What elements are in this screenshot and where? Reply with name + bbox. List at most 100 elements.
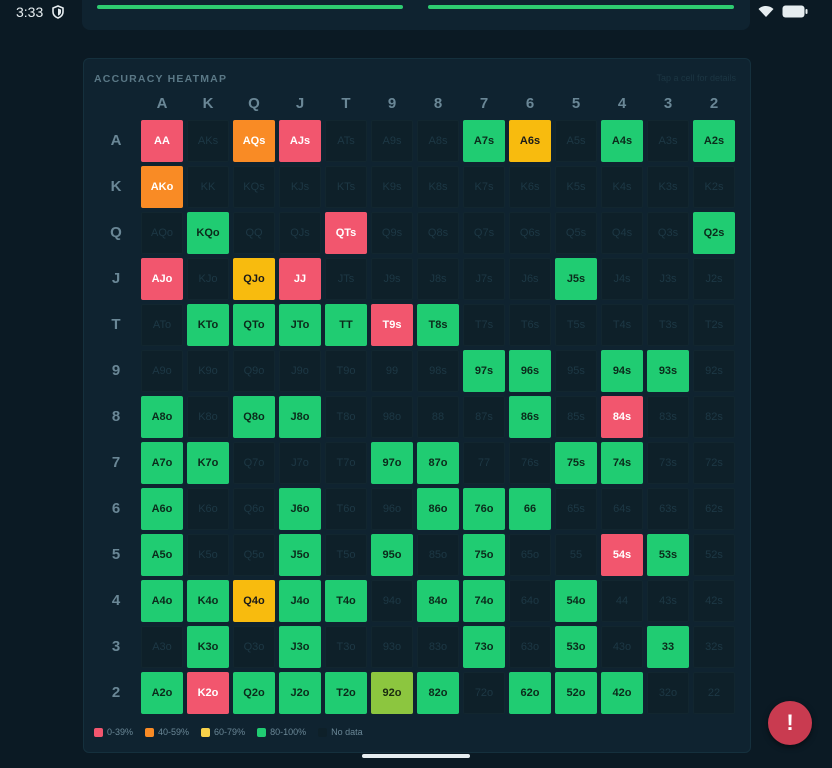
heatmap-cell[interactable]: Q5o (233, 534, 275, 576)
heatmap-cell[interactable]: A9o (141, 350, 183, 392)
heatmap-cell[interactable]: J6o (279, 488, 321, 530)
heatmap-cell[interactable]: T5s (555, 304, 597, 346)
heatmap-cell[interactable]: 62o (509, 672, 551, 714)
heatmap-cell[interactable]: Q2o (233, 672, 275, 714)
heatmap-cell[interactable]: 54s (601, 534, 643, 576)
heatmap-cell[interactable]: QJs (279, 212, 321, 254)
heatmap-cell[interactable]: Q3o (233, 626, 275, 668)
heatmap-cell[interactable]: 83o (417, 626, 459, 668)
heatmap-cell[interactable]: 82s (693, 396, 735, 438)
heatmap-cell[interactable]: Q4o (233, 580, 275, 622)
heatmap-cell[interactable]: 88 (417, 396, 459, 438)
heatmap-cell[interactable]: 65s (555, 488, 597, 530)
heatmap-cell[interactable]: 73o (463, 626, 505, 668)
heatmap-cell[interactable]: 43s (647, 580, 689, 622)
heatmap-cell[interactable]: K4s (601, 166, 643, 208)
heatmap-cell[interactable]: 64s (601, 488, 643, 530)
heatmap-cell[interactable]: Q9o (233, 350, 275, 392)
heatmap-cell[interactable]: J7o (279, 442, 321, 484)
heatmap-cell[interactable]: 64o (509, 580, 551, 622)
heatmap-cell[interactable]: 52o (555, 672, 597, 714)
heatmap-cell[interactable]: K6o (187, 488, 229, 530)
heatmap-cell[interactable]: Q8o (233, 396, 275, 438)
heatmap-cell[interactable]: 53s (647, 534, 689, 576)
heatmap-cell[interactable]: 97o (371, 442, 413, 484)
heatmap-cell[interactable]: A5o (141, 534, 183, 576)
heatmap-cell[interactable]: A6o (141, 488, 183, 530)
heatmap-cell[interactable]: Q6s (509, 212, 551, 254)
heatmap-cell[interactable]: T8s (417, 304, 459, 346)
heatmap-cell[interactable]: 94s (601, 350, 643, 392)
heatmap-cell[interactable]: A4o (141, 580, 183, 622)
heatmap-cell[interactable]: 86o (417, 488, 459, 530)
heatmap-cell[interactable]: 99 (371, 350, 413, 392)
heatmap-cell[interactable]: 95s (555, 350, 597, 392)
heatmap-cell[interactable]: 42o (601, 672, 643, 714)
heatmap-cell[interactable]: 52s (693, 534, 735, 576)
heatmap-cell[interactable]: AJo (141, 258, 183, 300)
heatmap-cell[interactable]: QJo (233, 258, 275, 300)
heatmap-cell[interactable]: 32s (693, 626, 735, 668)
heatmap-cell[interactable]: J9o (279, 350, 321, 392)
heatmap-cell[interactable]: 76s (509, 442, 551, 484)
heatmap-cell[interactable]: T3o (325, 626, 367, 668)
heatmap-cell[interactable]: 96s (509, 350, 551, 392)
heatmap-cell[interactable]: K9s (371, 166, 413, 208)
heatmap-cell[interactable]: 98o (371, 396, 413, 438)
heatmap-cell[interactable]: A6s (509, 120, 551, 162)
heatmap-cell[interactable]: J5o (279, 534, 321, 576)
heatmap-cell[interactable]: Q7s (463, 212, 505, 254)
heatmap-cell[interactable]: A4s (601, 120, 643, 162)
heatmap-cell[interactable]: 74o (463, 580, 505, 622)
heatmap-cell[interactable]: J4s (601, 258, 643, 300)
heatmap-cell[interactable]: A7o (141, 442, 183, 484)
heatmap-cell[interactable]: 65o (509, 534, 551, 576)
heatmap-cell[interactable]: K7o (187, 442, 229, 484)
heatmap-cell[interactable]: JTs (325, 258, 367, 300)
heatmap-cell[interactable]: 93o (371, 626, 413, 668)
heatmap-cell[interactable]: J3o (279, 626, 321, 668)
heatmap-cell[interactable]: 55 (555, 534, 597, 576)
heatmap-cell[interactable]: A7s (463, 120, 505, 162)
heatmap-cell[interactable]: A2s (693, 120, 735, 162)
heatmap-cell[interactable]: 85s (555, 396, 597, 438)
heatmap-cell[interactable]: A3o (141, 626, 183, 668)
heatmap-cell[interactable]: J2o (279, 672, 321, 714)
heatmap-cell[interactable]: 43o (601, 626, 643, 668)
heatmap-cell[interactable]: KJo (187, 258, 229, 300)
heatmap-cell[interactable]: K4o (187, 580, 229, 622)
heatmap-cell[interactable]: 96o (371, 488, 413, 530)
heatmap-cell[interactable]: T8o (325, 396, 367, 438)
heatmap-cell[interactable]: J3s (647, 258, 689, 300)
heatmap-cell[interactable]: 87o (417, 442, 459, 484)
heatmap-cell[interactable]: J2s (693, 258, 735, 300)
heatmap-cell[interactable]: KK (187, 166, 229, 208)
heatmap-cell[interactable]: J6s (509, 258, 551, 300)
heatmap-cell[interactable]: 83s (647, 396, 689, 438)
heatmap-cell[interactable]: 53o (555, 626, 597, 668)
heatmap-cell[interactable]: 54o (555, 580, 597, 622)
heatmap-cell[interactable]: K2s (693, 166, 735, 208)
heatmap-cell[interactable]: 93s (647, 350, 689, 392)
heatmap-cell[interactable]: 62s (693, 488, 735, 530)
heatmap-cell[interactable]: J8s (417, 258, 459, 300)
heatmap-cell[interactable]: J8o (279, 396, 321, 438)
heatmap-cell[interactable]: K5o (187, 534, 229, 576)
heatmap-cell[interactable]: T9o (325, 350, 367, 392)
heatmap-cell[interactable]: AQo (141, 212, 183, 254)
heatmap-cell[interactable]: TT (325, 304, 367, 346)
heatmap-cell[interactable]: 92o (371, 672, 413, 714)
heatmap-cell[interactable]: T7o (325, 442, 367, 484)
heatmap-cell[interactable]: 72o (463, 672, 505, 714)
heatmap-cell[interactable]: AJs (279, 120, 321, 162)
heatmap-cell[interactable]: 63o (509, 626, 551, 668)
heatmap-cell[interactable]: 44 (601, 580, 643, 622)
heatmap-cell[interactable]: Q8s (417, 212, 459, 254)
heatmap-cell[interactable]: Q9s (371, 212, 413, 254)
heatmap-cell[interactable]: 76o (463, 488, 505, 530)
heatmap-cell[interactable]: 87s (463, 396, 505, 438)
heatmap-cell[interactable]: K2o (187, 672, 229, 714)
heatmap-cell[interactable]: 95o (371, 534, 413, 576)
heatmap-cell[interactable]: T5o (325, 534, 367, 576)
home-indicator[interactable] (362, 754, 470, 758)
